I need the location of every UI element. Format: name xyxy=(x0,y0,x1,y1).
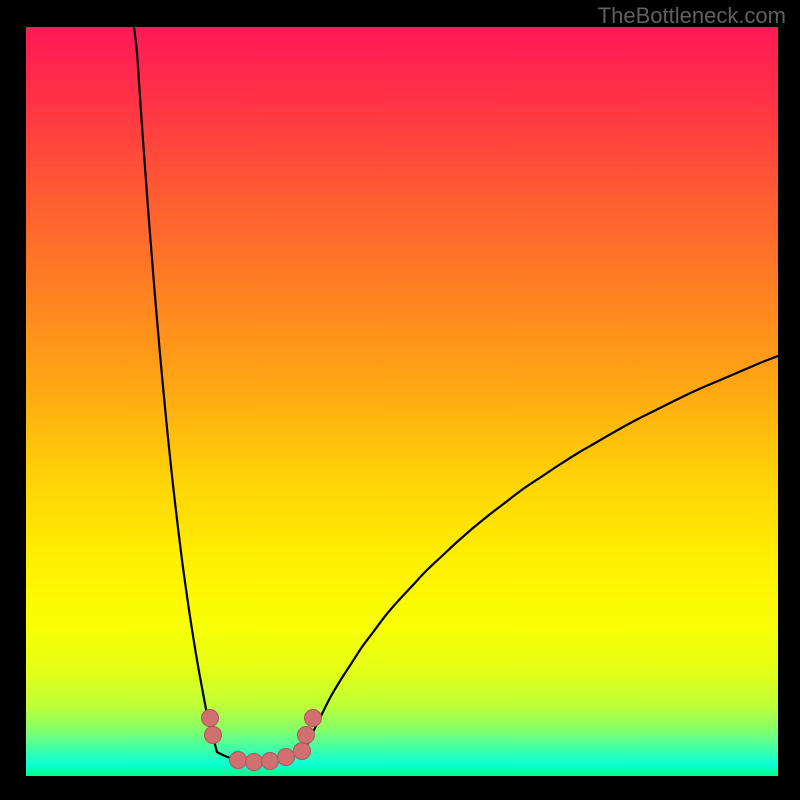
plot-background xyxy=(26,27,778,776)
watermark-text: TheBottleneck.com xyxy=(598,3,786,29)
chart-stage: TheBottleneck.com xyxy=(0,0,800,800)
